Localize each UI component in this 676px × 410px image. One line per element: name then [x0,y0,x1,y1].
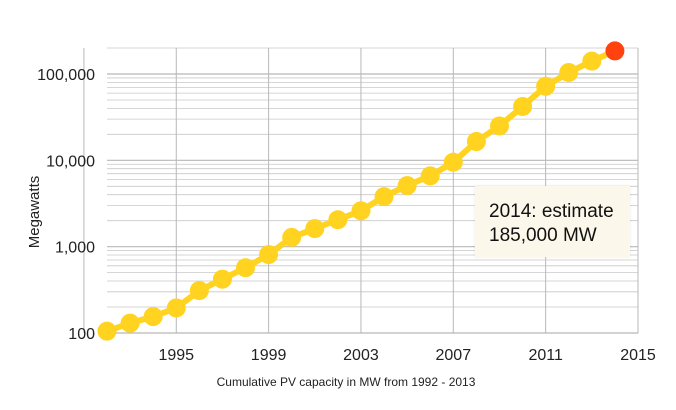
data-point [489,116,509,136]
estimate-point [605,41,625,61]
data-point [559,63,579,83]
x-axis-ticks: 1995 1999 2003 2007 2011 2015 [158,347,655,364]
data-point [282,227,302,247]
data-point [582,51,602,71]
data-point [120,313,140,333]
y-tick-label: 100 [68,326,95,343]
data-point [443,152,463,172]
data-point [351,201,371,221]
data-point [397,176,417,196]
y-tick-label: 100,000 [37,67,95,84]
data-point [420,166,440,186]
data-point [259,245,279,265]
data-point [189,281,209,301]
data-point [212,269,232,289]
x-axis-title: Cumulative PV capacity in MW from 1992 -… [217,375,476,389]
data-point [305,219,325,239]
x-tick-label: 2007 [436,347,472,364]
y-axis-label: Megawatts [26,176,43,249]
data-point [536,76,556,96]
data-point [236,258,256,278]
data-point [166,298,186,318]
data-point [466,132,486,152]
annotation-line-1: 2014: estimate [489,201,614,222]
data-point [374,187,394,207]
y-tick-label: 1,000 [55,240,95,257]
x-tick-label: 2003 [343,347,379,364]
data-point [143,307,163,327]
data-point [328,210,348,230]
series-layer [97,41,625,341]
estimate-annotation: 2014: estimate 185,000 MW [475,186,630,257]
y-axis-ticks: 100 1,000 10,000 100,000 [37,67,95,343]
data-point [97,321,117,341]
x-tick-label: 2011 [528,347,563,364]
y-tick-label: 10,000 [46,153,95,170]
x-tick-label: 2015 [620,347,656,364]
data-point [513,97,533,117]
x-tick-label: 1999 [251,347,287,364]
x-tick-label: 1995 [158,347,194,364]
annotation-line-2: 185,000 MW [489,225,597,246]
